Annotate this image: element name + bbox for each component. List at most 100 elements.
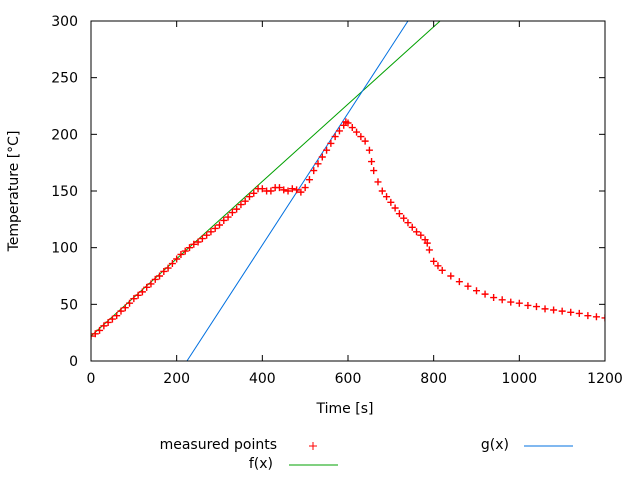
data-point xyxy=(464,282,472,290)
data-point xyxy=(190,240,198,248)
data-point xyxy=(374,178,382,186)
data-point xyxy=(378,187,386,195)
data-point xyxy=(228,209,236,217)
data-point xyxy=(198,235,206,243)
legend: measured points f(x) g(x) xyxy=(160,437,573,472)
data-point xyxy=(203,231,211,239)
data-point xyxy=(117,307,125,315)
y-tick-label: 0 xyxy=(69,354,78,370)
data-point xyxy=(220,216,228,224)
data-point xyxy=(186,244,194,252)
y-tick-label: 100 xyxy=(51,241,78,257)
data-point xyxy=(237,201,245,209)
legend-label-g: g(x) xyxy=(481,437,509,453)
data-point xyxy=(370,167,378,175)
y-axis-label: Temperature [°C] xyxy=(6,131,22,253)
data-point xyxy=(151,275,159,283)
data-point xyxy=(327,139,335,147)
data-point xyxy=(567,308,575,316)
data-point xyxy=(391,204,399,212)
data-point xyxy=(408,223,416,231)
x-tick-label: 1000 xyxy=(502,371,538,387)
data-point xyxy=(344,119,352,127)
data-point xyxy=(147,280,155,288)
data-point xyxy=(400,214,408,222)
data-point xyxy=(417,231,425,239)
data-point xyxy=(177,250,185,258)
data-point xyxy=(156,272,164,280)
data-point xyxy=(160,267,168,275)
data-point xyxy=(541,305,549,313)
data-point xyxy=(138,288,146,296)
data-point xyxy=(173,255,181,263)
data-point xyxy=(481,290,489,298)
data-point xyxy=(293,186,301,194)
data-point xyxy=(430,257,438,265)
data-point xyxy=(357,133,365,141)
data-point xyxy=(395,210,403,218)
data-point xyxy=(387,198,395,206)
data-point xyxy=(168,260,176,268)
data-point xyxy=(108,315,116,323)
data-point xyxy=(275,184,283,192)
series-line-fx xyxy=(91,21,441,337)
y-tick-label: 200 xyxy=(51,127,78,143)
data-point xyxy=(134,291,142,299)
x-axis-label: Time [s] xyxy=(316,401,374,417)
data-point xyxy=(498,296,506,304)
data-point xyxy=(455,278,463,286)
data-point xyxy=(194,238,202,246)
data-point xyxy=(250,189,258,197)
data-point xyxy=(507,298,515,306)
data-point xyxy=(126,299,134,307)
data-point xyxy=(592,313,600,321)
data-point xyxy=(353,128,361,136)
data-point xyxy=(104,318,112,326)
data-point xyxy=(404,219,412,227)
data-point xyxy=(361,137,369,145)
legend-marker-measured-points xyxy=(309,442,317,450)
legend-label-measured-points: measured points xyxy=(160,437,277,453)
data-point xyxy=(365,146,373,154)
data-point xyxy=(331,133,339,141)
y-tick-label: 250 xyxy=(51,71,78,87)
data-point xyxy=(413,228,421,236)
data-point xyxy=(524,301,532,309)
data-point xyxy=(211,224,219,232)
data-point xyxy=(584,312,592,320)
data-point xyxy=(113,312,121,320)
data-point xyxy=(425,246,433,254)
data-point xyxy=(280,186,288,194)
data-point xyxy=(267,187,275,195)
x-tick-label: 400 xyxy=(249,371,276,387)
y-tick-label: 50 xyxy=(60,297,78,313)
data-point xyxy=(121,304,129,312)
data-point xyxy=(181,247,189,255)
data-point xyxy=(91,332,95,340)
y-tick-label: 150 xyxy=(51,184,78,200)
data-point xyxy=(383,193,391,201)
data-point xyxy=(318,153,326,161)
data-point xyxy=(314,160,322,168)
data-point xyxy=(515,299,523,307)
plot-frame xyxy=(90,20,606,362)
data-point xyxy=(558,307,566,315)
data-point xyxy=(224,213,232,221)
data-point xyxy=(550,306,558,314)
data-point xyxy=(241,197,249,205)
data-point xyxy=(130,295,138,303)
x-tick-label: 0 xyxy=(87,371,96,387)
data-point xyxy=(305,176,313,184)
x-tick-label: 800 xyxy=(420,371,447,387)
data-point xyxy=(423,239,431,247)
x-tick-label: 1200 xyxy=(587,371,623,387)
data-point xyxy=(310,167,318,175)
data-point xyxy=(164,264,172,272)
data-point xyxy=(297,188,305,196)
data-point xyxy=(490,294,498,302)
data-point xyxy=(96,326,104,334)
x-tick-label: 200 xyxy=(163,371,190,387)
data-point xyxy=(575,309,583,317)
legend-label-f: f(x) xyxy=(249,456,273,472)
